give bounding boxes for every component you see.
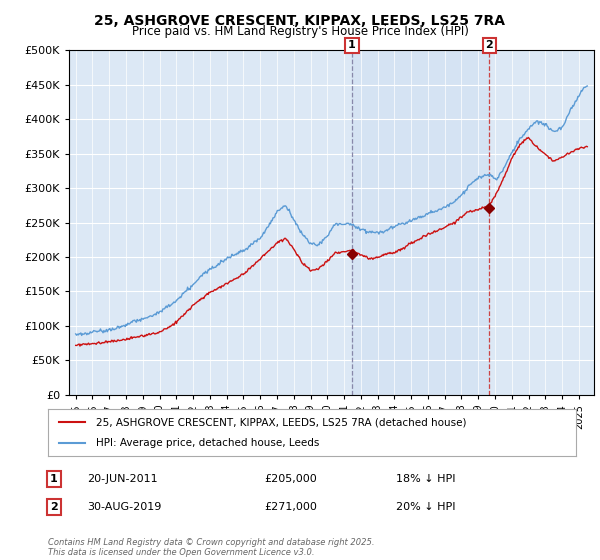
- Text: 30-AUG-2019: 30-AUG-2019: [87, 502, 161, 512]
- Text: 1: 1: [348, 40, 356, 50]
- Text: 2: 2: [50, 502, 58, 512]
- Bar: [352, 50, 490, 395]
- Text: 1: 1: [50, 474, 58, 484]
- Text: 20% ↓ HPI: 20% ↓ HPI: [396, 502, 455, 512]
- Text: 20-JUN-2011: 20-JUN-2011: [87, 474, 158, 484]
- Text: £205,000: £205,000: [264, 474, 317, 484]
- Text: 2: 2: [485, 40, 493, 50]
- Text: Price paid vs. HM Land Registry's House Price Index (HPI): Price paid vs. HM Land Registry's House …: [131, 25, 469, 38]
- Text: HPI: Average price, detached house, Leeds: HPI: Average price, detached house, Leed…: [95, 438, 319, 448]
- Text: 18% ↓ HPI: 18% ↓ HPI: [396, 474, 455, 484]
- Text: 25, ASHGROVE CRESCENT, KIPPAX, LEEDS, LS25 7RA: 25, ASHGROVE CRESCENT, KIPPAX, LEEDS, LS…: [95, 14, 505, 28]
- Text: Contains HM Land Registry data © Crown copyright and database right 2025.
This d: Contains HM Land Registry data © Crown c…: [48, 538, 374, 557]
- Text: 25, ASHGROVE CRESCENT, KIPPAX, LEEDS, LS25 7RA (detached house): 25, ASHGROVE CRESCENT, KIPPAX, LEEDS, LS…: [95, 417, 466, 427]
- Text: £271,000: £271,000: [264, 502, 317, 512]
